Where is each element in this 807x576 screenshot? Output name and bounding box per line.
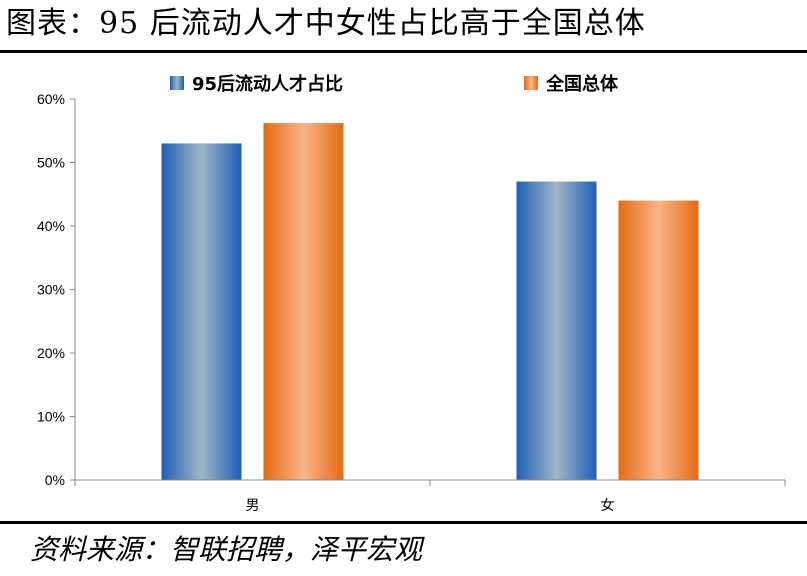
- x-category-label: 男: [246, 498, 260, 514]
- y-tick-label: 0%: [45, 472, 65, 488]
- y-tick-label: 50%: [37, 155, 65, 171]
- chart-title: 图表：95 后流动人才中女性占比高于全国总体: [6, 6, 646, 41]
- x-axis: 男女: [74, 479, 786, 514]
- legend-label: 95后流动人才占比: [192, 73, 343, 95]
- bar: [263, 123, 344, 480]
- bar: [618, 200, 699, 480]
- legend-label: 全国总体: [545, 73, 619, 95]
- x-category-label: 女: [601, 497, 615, 514]
- y-tick-label: 20%: [37, 345, 65, 361]
- bottom-rule: [0, 521, 807, 524]
- legend-swatch: [170, 76, 184, 90]
- legend-swatch: [524, 76, 538, 90]
- bar-chart: 95后流动人才占比 全国总体 0%10%20%30%40%50%60% 男女: [37, 73, 786, 514]
- y-tick-label: 30%: [37, 282, 65, 298]
- y-tick-label: 40%: [37, 218, 65, 234]
- bar: [161, 143, 242, 480]
- y-axis: 0% 10% 20% 30% 40% 50% 60%: [37, 91, 76, 488]
- top-rule: [0, 50, 807, 53]
- source-note: 资料来源：智联招聘，泽平宏观: [30, 533, 423, 566]
- y-tick-label: 60%: [37, 91, 65, 107]
- legend: 95后流动人才占比 全国总体: [170, 73, 619, 95]
- y-tick-label: 10%: [37, 409, 65, 425]
- bars-group: [161, 123, 699, 481]
- bar: [516, 181, 597, 481]
